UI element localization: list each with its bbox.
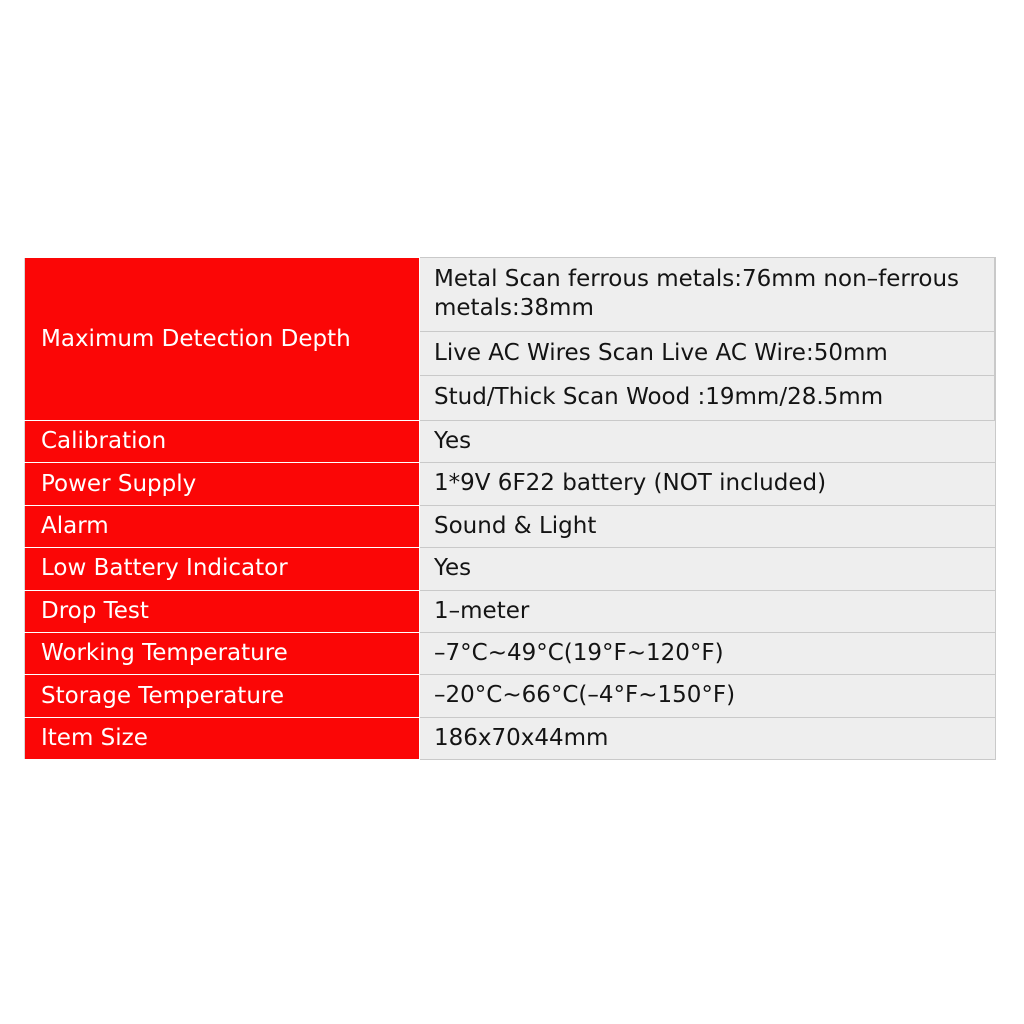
row-value-drop-test: 1–meter [419, 589, 996, 633]
stud-thick-scan-group: Stud/Thick Scan Wood :19mm/28.5mm [420, 375, 995, 420]
live-ac-wire-depth: Live AC Wire:50mm [661, 339, 888, 366]
detection-depth-subtable: Metal Scan ferrous metals:76mm non–ferro… [420, 258, 995, 420]
metal-scan-ferrous: ferrous metals:76mm [568, 266, 817, 292]
row-label-storage-temperature: Storage Temperature [24, 674, 420, 718]
table-row: Working Temperature –7°C~49°C(19°F~120°F… [24, 631, 996, 676]
row-label-maximum-detection-depth: Maximum Detection Depth [24, 257, 420, 421]
row-label-working-temperature: Working Temperature [24, 631, 420, 676]
live-ac-wires-group: Live AC Wires Scan Live AC Wire:50mm [420, 330, 995, 377]
subtable-row: Stud/Thick Scan Wood :19mm/28.5mm [420, 375, 995, 420]
row-value-storage-temperature: –20°C~66°C(–4°F~150°F) [419, 674, 996, 718]
stud-thick-scan-wood: Stud/Thick Scan Wood :19mm/28.5mm [434, 384, 884, 411]
row-value-low-battery-indicator: Yes [419, 547, 996, 591]
live-ac-scan-title: Live AC Wires Scan [434, 339, 654, 366]
table-row: Item Size 186x70x44mm [24, 716, 996, 761]
row-value-calibration: Yes [419, 419, 996, 464]
row-label-low-battery-indicator: Low Battery Indicator [24, 547, 420, 591]
row-value-maximum-detection-depth: Metal Scan ferrous metals:76mm non–ferro… [419, 257, 996, 421]
table-row: Drop Test 1–meter [24, 589, 996, 633]
row-value-alarm: Sound & Light [419, 504, 996, 549]
table-row: Alarm Sound & Light [24, 504, 996, 549]
table-row: Low Battery Indicator Yes [24, 547, 996, 591]
subtable-row: Metal Scan ferrous metals:76mm non–ferro… [420, 258, 995, 332]
metal-scan-group: Metal Scan ferrous metals:76mm non–ferro… [420, 258, 995, 332]
row-label-calibration: Calibration [24, 419, 420, 464]
row-value-item-size: 186x70x44mm [419, 716, 996, 761]
specification-table-container: Maximum Detection Depth Metal Scan ferro… [24, 257, 996, 761]
specification-table: Maximum Detection Depth Metal Scan ferro… [24, 257, 996, 761]
table-row: Calibration Yes [24, 419, 996, 464]
metal-scan-non-ferrous: non–ferrous metals:38mm [434, 266, 960, 322]
metal-scan-title: Metal Scan [434, 266, 561, 292]
row-label-drop-test: Drop Test [24, 589, 420, 633]
table-row: Maximum Detection Depth Metal Scan ferro… [24, 257, 996, 421]
table-row: Storage Temperature –20°C~66°C(–4°F~150°… [24, 674, 996, 718]
table-row: Power Supply 1*9V 6F22 battery (NOT incl… [24, 462, 996, 506]
row-value-power-supply: 1*9V 6F22 battery (NOT included) [419, 462, 996, 506]
row-label-alarm: Alarm [24, 504, 420, 549]
row-label-power-supply: Power Supply [24, 462, 420, 506]
row-label-item-size: Item Size [24, 716, 420, 761]
row-value-working-temperature: –7°C~49°C(19°F~120°F) [419, 631, 996, 676]
subtable-row: Live AC Wires Scan Live AC Wire:50mm [420, 330, 995, 377]
